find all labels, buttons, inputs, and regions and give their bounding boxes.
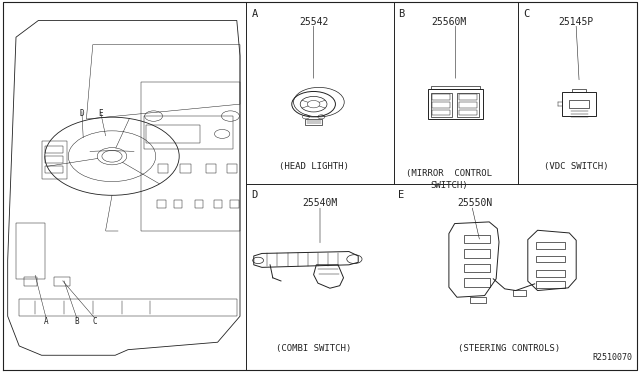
Text: 25542: 25542	[299, 17, 328, 27]
Text: C: C	[524, 9, 530, 19]
Text: 25550N: 25550N	[458, 198, 493, 208]
Text: (MIRROR  CONTROL
SWITCH): (MIRROR CONTROL SWITCH)	[406, 169, 492, 190]
Text: (COMBI SWITCH): (COMBI SWITCH)	[276, 344, 351, 353]
Text: B: B	[74, 317, 79, 326]
Text: R2510070: R2510070	[593, 353, 632, 362]
Text: 25540M: 25540M	[302, 198, 338, 208]
Text: E: E	[398, 190, 404, 200]
Text: A: A	[252, 9, 258, 19]
Text: 25145P: 25145P	[558, 17, 594, 27]
Text: (HEAD LIGHTH): (HEAD LIGHTH)	[278, 162, 349, 171]
Text: D: D	[79, 109, 84, 118]
Text: (STEERING CONTROLS): (STEERING CONTROLS)	[458, 344, 560, 353]
Text: (VDC SWITCH): (VDC SWITCH)	[544, 162, 608, 171]
Text: 25560M: 25560M	[431, 17, 467, 27]
Text: B: B	[398, 9, 404, 19]
Text: E: E	[98, 109, 103, 118]
Text: A: A	[44, 317, 49, 326]
Text: D: D	[252, 190, 258, 200]
Text: C: C	[92, 317, 97, 326]
